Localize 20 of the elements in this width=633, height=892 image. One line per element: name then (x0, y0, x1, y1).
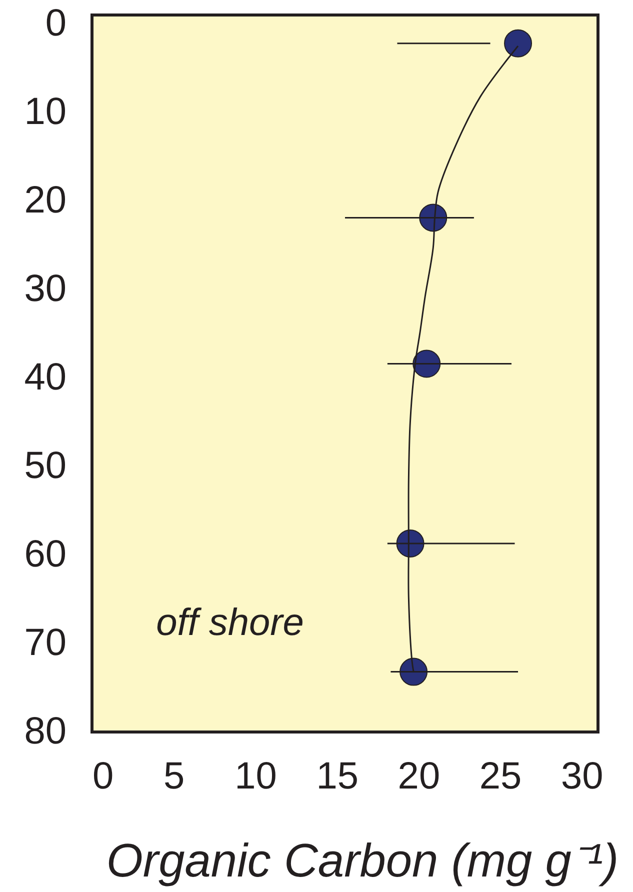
y-tick-label: 30 (24, 268, 66, 310)
x-tick-label: 5 (164, 756, 185, 798)
point (504, 29, 532, 58)
y-tick-label: 0 (45, 2, 66, 44)
x-tick-label: 0 (92, 756, 114, 798)
x-tick-label: 30 (561, 756, 604, 798)
y-tick-label: 20 (24, 179, 66, 222)
x-tick-label: 25 (479, 756, 522, 798)
x-tick-label: 10 (234, 756, 277, 798)
x-axis-title: Organic Carbon (mg g⁻¹) (106, 834, 619, 886)
x-tick-label: 20 (398, 756, 440, 798)
point (400, 658, 428, 686)
y-tick-label: 40 (24, 356, 66, 398)
x-tick-label: 15 (316, 756, 358, 798)
y-tick-label: 10 (24, 90, 66, 133)
y-tick-label: 70 (24, 622, 66, 664)
annotation: off shore (156, 602, 304, 644)
y-tick-label: 60 (24, 533, 66, 576)
y-tick-label: 50 (24, 444, 66, 487)
y-tick-label: 80 (24, 710, 66, 752)
